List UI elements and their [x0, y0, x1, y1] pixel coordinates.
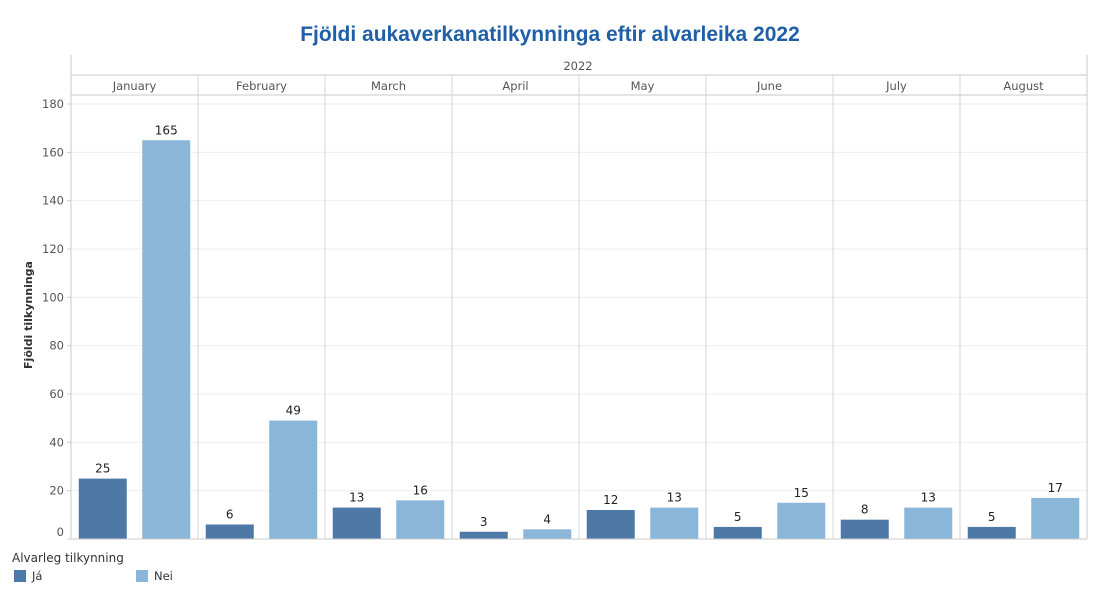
bar-nei[interactable]: [777, 502, 826, 539]
bar-nei[interactable]: [1031, 497, 1080, 539]
bar-ja[interactable]: [459, 531, 508, 539]
bar-value-label: 13: [349, 491, 364, 505]
bar-value-label: 3: [480, 515, 488, 529]
bar-ja[interactable]: [205, 524, 254, 540]
bar-value-label: 16: [413, 483, 428, 497]
month-label: May: [631, 79, 655, 93]
bar-nei[interactable]: [269, 420, 318, 539]
axes: 0 20 40 60 80 100 120 140 160 180 January February M…: [42, 55, 1088, 540]
month-label: April: [502, 79, 528, 93]
year-header: 2022: [563, 59, 592, 73]
chart-title: Fjöldi aukaverkanatilkynninga eftir alva…: [300, 23, 800, 46]
legend-label-nei: Nei: [154, 569, 173, 583]
bar-value-label: 17: [1048, 481, 1063, 495]
y-tick-label: 0: [57, 525, 64, 539]
y-tick-label: 20: [49, 484, 64, 498]
y-tick-label: 40: [49, 435, 64, 449]
month-label: July: [885, 79, 907, 93]
bar-nei[interactable]: [650, 507, 699, 539]
month-label: March: [371, 79, 406, 93]
bar-nei[interactable]: [523, 529, 572, 539]
y-tick-label: 100: [42, 290, 64, 304]
bar-ja[interactable]: [967, 526, 1016, 539]
month-label: August: [1003, 79, 1044, 93]
bar-value-label: 12: [603, 493, 618, 507]
y-axis-label: Fjöldi tilkynninga: [22, 261, 35, 369]
bars: [78, 140, 1080, 540]
legend-item-nei: Nei: [136, 569, 173, 583]
legend-label-ja: Já: [32, 569, 43, 583]
bar-ja[interactable]: [332, 507, 381, 539]
bar-nei[interactable]: [396, 500, 445, 539]
legend-swatch-ja: [14, 570, 26, 582]
bar-value-label: 25: [95, 462, 110, 476]
bar-value-label: 6: [226, 508, 234, 522]
y-tick-label: 160: [42, 145, 64, 159]
y-tick-label: 120: [42, 242, 64, 256]
y-tick-label: 80: [49, 339, 64, 353]
legend-swatch-nei: [136, 570, 148, 582]
bar-value-label: 165: [155, 123, 178, 137]
bar-value-label: 13: [921, 491, 936, 505]
bar-value-label: 13: [667, 491, 682, 505]
month-label: June: [756, 79, 782, 93]
bar-value-label: 8: [861, 503, 869, 517]
bar-value-label: 5: [734, 510, 742, 524]
month-label: January: [112, 79, 157, 93]
bar-ja[interactable]: [78, 478, 127, 539]
bar-value-label: 4: [543, 512, 551, 526]
bar-nei[interactable]: [142, 140, 191, 539]
month-label: February: [236, 79, 287, 93]
y-tick-label: 60: [49, 387, 64, 401]
value-labels: 25 165 6 49 13 16 3 4 12 13 5 15 8 13 5 17: [95, 123, 1063, 529]
legend-title: Alvarleg tilkynning: [12, 551, 124, 565]
bar-value-label: 15: [794, 486, 809, 500]
bar-value-label: 5: [988, 510, 996, 524]
bar-nei[interactable]: [904, 507, 953, 539]
y-tick-label: 180: [42, 97, 64, 111]
bar-value-label: 49: [286, 404, 301, 418]
legend-item-ja: Já: [14, 569, 42, 583]
bar-ja[interactable]: [713, 526, 762, 539]
bar-ja[interactable]: [586, 510, 635, 539]
y-tick-label: 140: [42, 194, 64, 208]
bar-ja[interactable]: [840, 519, 889, 539]
